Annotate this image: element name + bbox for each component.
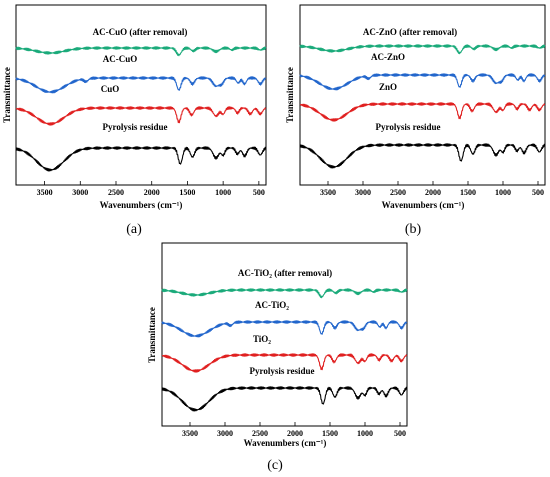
series-label: Pyrolysis residue [103, 122, 168, 132]
x-tick-label: 1500 [322, 429, 338, 438]
series-label: AC-CuO [103, 54, 138, 64]
x-tick-label: 2500 [390, 188, 406, 197]
series-label: CuO [101, 84, 120, 94]
x-tick-label: 2500 [108, 188, 124, 197]
panel-b-label: (b) [405, 222, 422, 237]
x-tick-label: 1500 [460, 188, 476, 197]
series-label: Pyrolysis residue [250, 366, 315, 376]
panel-a-label: (a) [126, 222, 142, 237]
x-tick-label: 3000 [72, 188, 88, 197]
series-line [161, 386, 408, 412]
x-tick-label: 3000 [355, 188, 371, 197]
panel-a-frame [15, 4, 267, 186]
panel-b-xlabel: Wavenumbers (cm⁻¹) [382, 200, 465, 210]
series-label: ZnO [379, 82, 397, 92]
series-line [15, 46, 267, 57]
series-line [299, 44, 546, 55]
x-tick-label: 1000 [495, 188, 511, 197]
series-line [299, 102, 546, 122]
series-line [161, 320, 408, 338]
series-label: AC-ZnO [371, 52, 405, 62]
series-line [299, 73, 546, 91]
x-tick-label: 2000 [425, 188, 441, 197]
series-line [15, 106, 267, 126]
x-tick-label: 2000 [144, 188, 160, 197]
panel-c-label: (c) [267, 458, 283, 473]
x-tick-label: 2500 [252, 429, 268, 438]
panel-a: Transmittance Wavenumbers (cm⁻¹) (a) 350… [2, 4, 267, 237]
panel-b: Transmittance Wavenumbers (cm⁻¹) (b) 350… [285, 4, 546, 237]
panel-c-ylabel: Transmittance [147, 307, 157, 363]
panel-c-frame [161, 242, 408, 427]
x-tick-label: 500 [394, 429, 406, 438]
x-tick-label: 1000 [215, 188, 231, 197]
series-label: AC-CuO (after removal) [93, 27, 188, 37]
series-label: AC-TiO₂ (after removal) [238, 268, 332, 278]
panel-b-ylabel: Transmittance [285, 67, 295, 123]
x-tick-label: 3000 [217, 429, 233, 438]
series-line [15, 76, 267, 94]
x-tick-label: 500 [532, 188, 544, 197]
x-tick-label: 2000 [287, 429, 303, 438]
series-label: TiO₂ [253, 334, 271, 344]
series-line [161, 353, 408, 373]
x-tick-label: 1500 [179, 188, 195, 197]
x-tick-label: 1000 [357, 429, 373, 438]
series-line [161, 288, 408, 299]
x-tick-label: 3500 [182, 429, 198, 438]
panel-a-xlabel: Wavenumbers (cm⁻¹) [100, 200, 183, 210]
series-label: AC-ZnO (after removal) [363, 27, 457, 37]
series-line [299, 143, 546, 169]
series-label: AC-TiO₂ [255, 300, 289, 310]
panel-a-ylabel: Transmittance [2, 67, 12, 123]
series-label: Pyrolysis residue [376, 122, 441, 132]
panel-c: Transmittance Wavenumbers (cm⁻¹) (c) 350… [147, 242, 408, 473]
x-tick-label: 500 [253, 188, 265, 197]
panel-c-xlabel: Wavenumbers (cm⁻¹) [244, 438, 327, 448]
x-tick-label: 3500 [320, 188, 336, 197]
panel-b-frame [299, 4, 546, 186]
series-line [15, 146, 267, 172]
x-tick-label: 3500 [37, 188, 53, 197]
